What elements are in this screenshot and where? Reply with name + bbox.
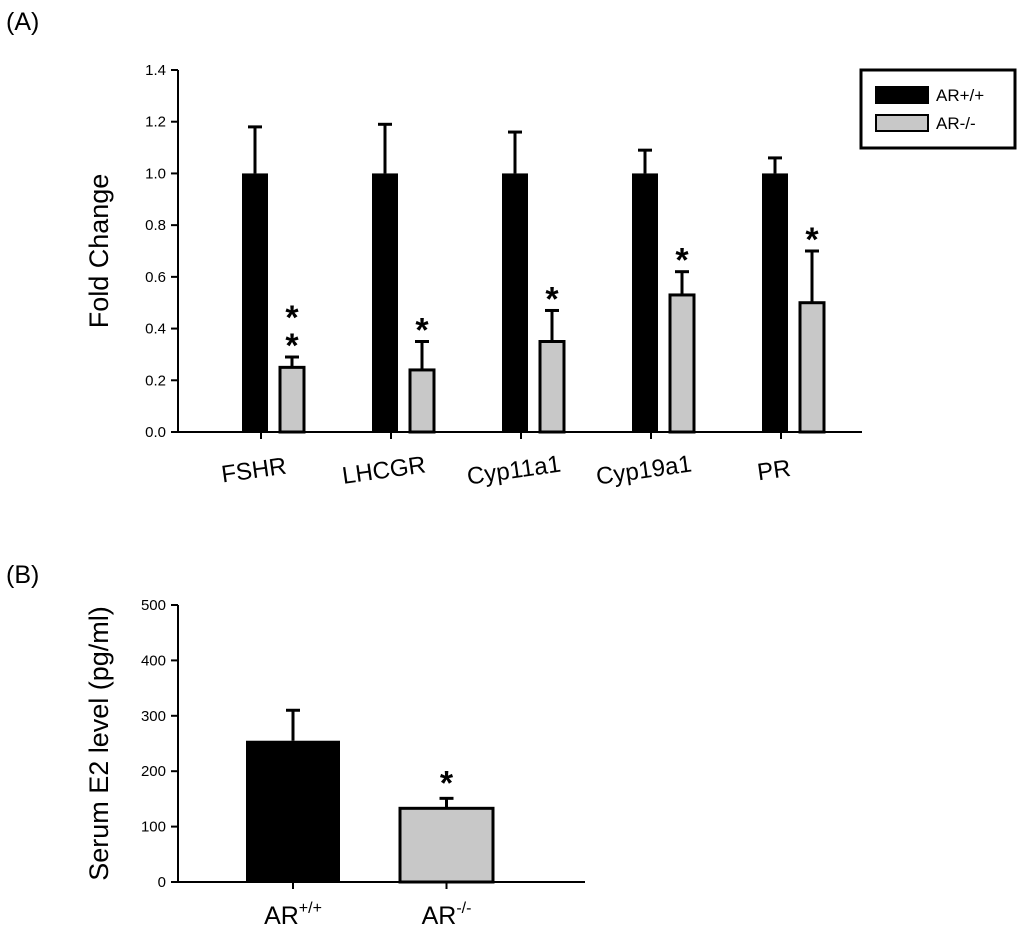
bar-wt-fshr (242, 173, 268, 432)
x-tick-label-sup: +/+ (299, 900, 322, 917)
significance-star: * (805, 221, 819, 259)
y-tick-label-b: 200 (141, 763, 166, 780)
panel-label-b: (B) (6, 561, 39, 589)
x-tick-label-sup: -/- (456, 900, 471, 917)
bar-ko-cyp19a1 (668, 293, 696, 434)
y-tick-label-a: 0.6 (145, 269, 166, 286)
y-tick-label-a: 1.4 (145, 62, 166, 79)
bar-ko-pr (798, 301, 826, 434)
significance-star: * (440, 764, 454, 802)
y-tick-label-a: 0.2 (145, 372, 166, 389)
bar-ko-cyp11a1 (538, 340, 566, 434)
bar-serum-ko (398, 806, 495, 884)
legend-label-wt: AR+/+ (936, 86, 984, 105)
bar-serum-wt (246, 740, 340, 882)
x-tick-label-a: LHCGR (340, 451, 427, 489)
x-tick-label-base: AR (264, 902, 299, 930)
x-tick-label-b: AR+/+ (264, 900, 322, 930)
panel-label-a: (A) (6, 8, 39, 36)
panel-b: (B) 0 100 200 300 400 500 Serum E2 level (pg/ml… (6, 561, 585, 930)
bar-wt-pr (762, 173, 788, 432)
x-tick-label-a: Cyp11a1 (465, 451, 562, 491)
y-tick-label-a: 1.2 (145, 114, 166, 131)
significance-star: * (545, 280, 559, 318)
y-axis-label-a: Fold Change (84, 174, 114, 329)
y-tick-label-a: 0.0 (145, 424, 166, 441)
y-tick-label-a: 1.0 (145, 165, 166, 182)
x-tick-label-base: AR (422, 902, 457, 930)
x-tick-label-a: FSHR (220, 453, 288, 489)
y-tick-label-b: 400 (141, 652, 166, 669)
legend-label-ko: AR-/- (936, 114, 976, 133)
y-tick-label-b: 500 (141, 597, 166, 614)
x-tick-label-a: PR (756, 455, 793, 486)
significance-star: * (285, 299, 299, 337)
legend: AR+/+ AR-/- (859, 68, 1017, 150)
y-tick-label-b: 0 (158, 874, 166, 891)
y-tick-label-a: 0.8 (145, 217, 166, 234)
legend-swatch-wt (875, 86, 929, 104)
y-tick-label-a: 0.4 (145, 321, 166, 338)
y-axis-label-b: Serum E2 level (pg/ml) (84, 606, 114, 881)
x-tick-label-b: AR-/- (422, 900, 472, 930)
bar-wt-cyp11a1 (502, 173, 528, 432)
legend-box (859, 68, 1017, 150)
x-tick-label-a: Cyp19a1 (595, 451, 694, 491)
bar-wt-lhcgr (372, 173, 398, 432)
significance-star: * (415, 312, 429, 350)
significance-star: * (285, 327, 299, 365)
y-tick-label-b: 300 (141, 708, 166, 725)
bar-ko-fshr (278, 365, 306, 434)
bar-ko-lhcgr (408, 368, 436, 434)
legend-swatch-ko (875, 114, 929, 132)
y-tick-label-b: 100 (141, 819, 166, 836)
significance-star: * (675, 242, 689, 280)
bar-wt-cyp19a1 (632, 173, 658, 432)
